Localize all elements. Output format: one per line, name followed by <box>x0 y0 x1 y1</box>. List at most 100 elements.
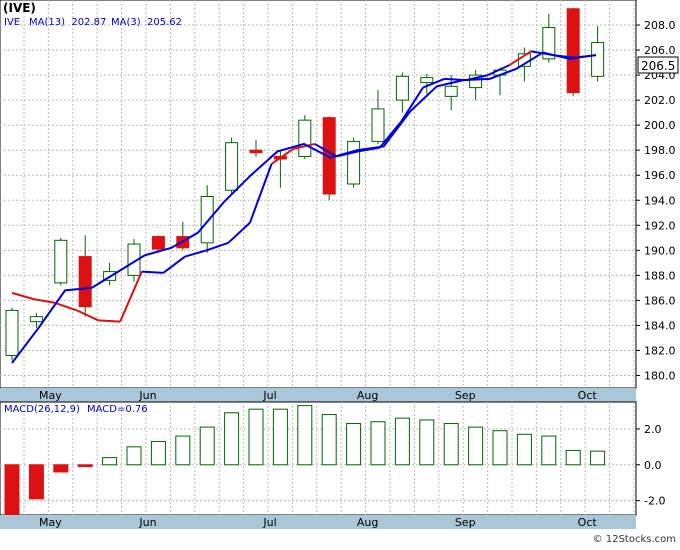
legend-ma3: MA(3) 205.62 <box>111 17 182 28</box>
price-y-tick-label: 198.0 <box>644 144 676 157</box>
macd-bar-positive <box>443 423 459 466</box>
price-y-tick-label: 182.0 <box>644 344 676 357</box>
candles-group <box>5 7 605 361</box>
macd-x-ticks: May Jun Jul Aug Sep Oct <box>39 516 597 529</box>
ma3-line-segment <box>119 271 143 323</box>
watermark: © 12Stocks.com <box>593 534 676 545</box>
macd-bar-negative <box>77 464 93 468</box>
price-y-tick-label: 196.0 <box>644 169 676 182</box>
ma3-line-segment <box>487 64 510 77</box>
ma3-line-segment <box>422 77 445 89</box>
macd-x-tick-label: Jul <box>262 516 276 529</box>
price-x-axis-band <box>0 388 636 402</box>
price-x-ticks: May Jun Jul Aug Sep Oct <box>39 389 597 402</box>
ma3-line-segment <box>508 50 532 66</box>
macd-x-tick-label: Oct <box>578 516 598 529</box>
macd-y-ticks: -2.0 0.0 2.0 <box>636 423 665 508</box>
ma3-line-segment <box>378 120 403 149</box>
macd-bar-positive <box>370 421 386 466</box>
price-y-tick-label: 186.0 <box>644 294 676 307</box>
ma3-line-segment <box>400 87 424 122</box>
price-x-tick-label: May <box>39 389 62 402</box>
candle-down <box>249 149 263 154</box>
legend-symbol: IVE <box>4 17 20 28</box>
price-x-tick-label: Jun <box>138 389 156 402</box>
ma3-line-segment <box>54 301 78 312</box>
macd-title: MACD(26,12,9) <box>4 404 80 415</box>
candle-up <box>591 42 605 77</box>
macd-bar-positive <box>175 435 191 466</box>
candle-up <box>298 119 312 157</box>
macd-bar-positive <box>565 449 581 466</box>
macd-bar-negative <box>53 464 69 473</box>
ma3-line-segment <box>314 143 337 158</box>
macd-x-axis-band <box>0 515 636 529</box>
macd-y-tick-label: 0.0 <box>644 459 662 472</box>
price-y-tick-label: 208.0 <box>644 19 676 32</box>
legend-ma13: MA(13) 202.87 <box>29 17 106 28</box>
moving-average-lines <box>11 50 597 364</box>
ma3-line-segment <box>227 222 251 244</box>
macd-bar-positive <box>516 433 532 466</box>
candle-down <box>78 256 92 308</box>
ma3-line-segment <box>76 309 99 322</box>
candle-up <box>420 77 434 84</box>
macd-bar-positive <box>346 423 362 466</box>
ma3-line-segment <box>292 142 316 150</box>
macd-bar-negative <box>28 464 44 500</box>
ma3-line-segment <box>98 319 121 323</box>
macd-bar-positive <box>321 414 337 466</box>
ma3-line-segment <box>162 255 186 274</box>
ma3-line-segment <box>270 148 294 165</box>
macd-plot-area <box>0 401 637 516</box>
macd-bar-negative <box>4 464 20 516</box>
macd-x-tick-label: Aug <box>357 516 378 529</box>
macd-bar-positive <box>150 440 166 466</box>
macd-bar-positive <box>419 419 435 466</box>
candle-up <box>200 196 214 244</box>
candle-down <box>566 8 580 94</box>
price-x-tick-label: Jul <box>262 389 276 402</box>
ma3-line-segment <box>184 249 207 258</box>
macd-value-label: MACD=0.76 <box>87 404 148 415</box>
macd-bar-positive <box>468 426 484 466</box>
macd-x-tick-label: Jun <box>138 516 156 529</box>
macd-bar-positive <box>590 450 606 466</box>
candle-down <box>151 236 165 250</box>
price-grid <box>0 0 636 388</box>
ma3-line-segment <box>11 291 34 301</box>
ma13-line <box>11 51 597 364</box>
macd-bars-group <box>4 405 606 516</box>
price-y-tick-label: 200.0 <box>644 119 676 132</box>
last-price-box <box>637 56 679 74</box>
price-y-tick-label: 206.0 <box>644 44 676 57</box>
candle-up <box>347 140 361 185</box>
macd-y-tick-label: 2.0 <box>644 423 662 436</box>
price-y-tick-label: 184.0 <box>644 319 676 332</box>
macd-x-tick-label: Sep <box>455 516 476 529</box>
price-x-tick-label: Oct <box>578 389 598 402</box>
ma3-line-segment <box>206 241 229 252</box>
price-x-tick-label: Aug <box>357 389 378 402</box>
candle-up <box>127 243 141 276</box>
ma3-line-segment <box>33 298 56 304</box>
price-y-tick-label: 188.0 <box>644 269 676 282</box>
macd-bar-positive <box>248 408 264 466</box>
candle-up <box>395 75 409 101</box>
macd-bar-positive <box>492 430 508 466</box>
price-y-tick-label: 180.0 <box>644 369 676 382</box>
macd-bar-positive <box>102 457 118 466</box>
ma3-line-segment <box>248 163 273 224</box>
macd-y-tick-label: -2.0 <box>644 495 665 508</box>
candle-up <box>542 27 556 60</box>
price-y-tick-label: 202.0 <box>644 94 676 107</box>
price-plot-area <box>0 0 637 389</box>
candle-up <box>29 316 43 323</box>
macd-grid <box>0 402 636 515</box>
macd-bar-positive <box>394 417 410 466</box>
last-price-label: 206.5 <box>641 59 675 73</box>
price-y-tick-label: 192.0 <box>644 219 676 232</box>
price-y-tick-label: 194.0 <box>644 194 676 207</box>
